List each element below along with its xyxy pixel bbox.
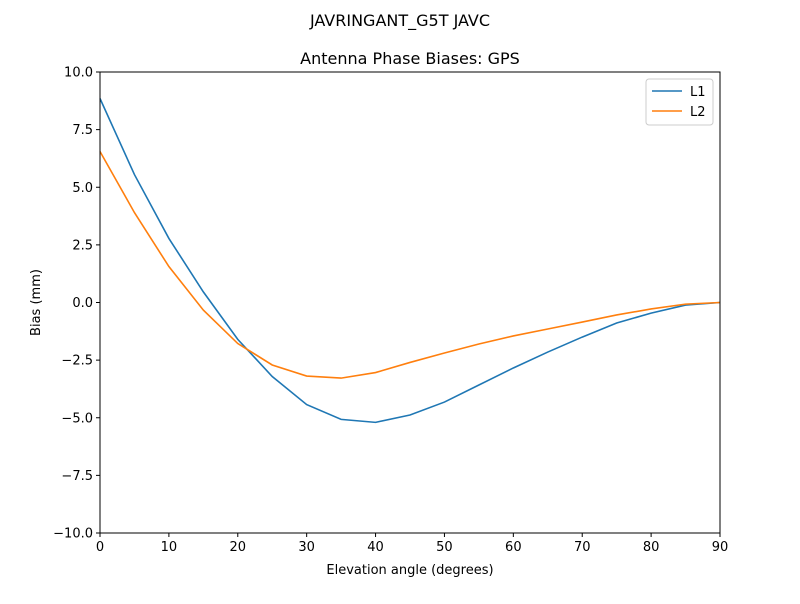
y-tick-label: 0.0 [72,296,93,311]
x-tick-label: 10 [161,540,178,555]
y-tick-label: 5.0 [72,181,93,196]
x-tick-label: 80 [643,540,660,555]
x-tick-label: 70 [574,540,591,555]
x-tick-label: 20 [230,540,247,555]
y-tick-label: 7.5 [72,123,93,138]
legend-label-l1: L1 [690,85,706,100]
chart-title: Antenna Phase Biases: GPS [300,49,520,68]
y-tick-label: −7.5 [61,469,93,484]
x-tick-label: 50 [436,540,453,555]
x-tick-label: 0 [96,540,104,555]
y-axis-label: Bias (mm) [29,269,44,336]
y-tick-label: −2.5 [61,354,93,369]
x-tick-label: 90 [712,540,729,555]
x-axis-label: Elevation angle (degrees) [326,563,493,578]
series-line-l2 [99,151,721,379]
legend-label-l2: L2 [690,105,706,120]
y-tick-label: −5.0 [61,411,93,426]
x-tick-label: 40 [367,540,384,555]
y-tick-label: 10.0 [64,66,93,81]
series-line-l1 [99,98,721,424]
y-tick-label: 2.5 [72,238,93,253]
figure-suptitle: JAVRINGANT_G5T JAVC [309,11,490,31]
plot-frame [99,71,721,534]
y-tick-label: −10.0 [53,527,93,542]
x-tick-label: 60 [505,540,522,555]
x-tick-label: 30 [298,540,315,555]
